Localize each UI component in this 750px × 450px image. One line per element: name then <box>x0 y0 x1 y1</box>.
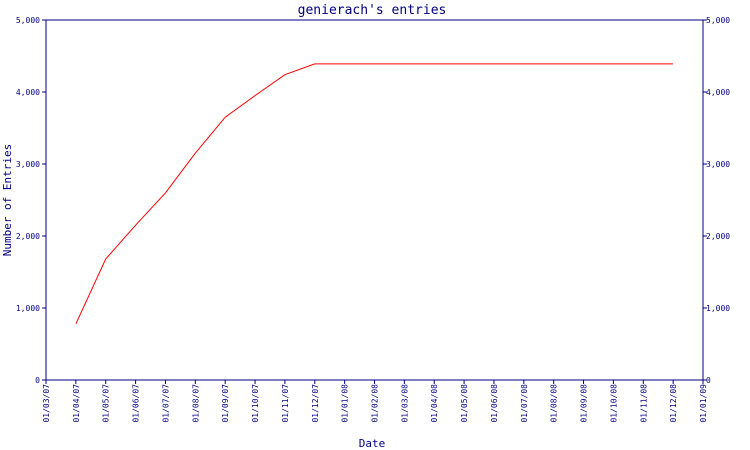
x-tick-label: 01/07/08 <box>520 384 529 423</box>
x-tick-label: 01/07/07 <box>161 384 170 423</box>
y-tick-label-right: 2,000 <box>706 232 730 241</box>
x-tick-label: 01/04/07 <box>72 384 81 423</box>
y-tick-label-left: 2,000 <box>16 232 40 241</box>
chart-title: genierach's entries <box>298 3 447 18</box>
x-tick-label: 01/06/08 <box>490 384 499 423</box>
x-tick-label: 01/05/07 <box>102 384 111 423</box>
x-tick-label: 01/11/08 <box>639 384 648 423</box>
x-tick-label: 01/01/08 <box>341 384 350 423</box>
y-tick-label-left: 1,000 <box>16 304 40 313</box>
x-tick-label: 01/10/08 <box>609 384 618 423</box>
x-tick-label: 01/09/07 <box>221 384 230 423</box>
x-tick-label: 01/02/08 <box>371 384 380 423</box>
x-tick-label: 01/01/09 <box>699 384 708 423</box>
x-tick-label: 01/03/08 <box>400 384 409 423</box>
x-tick-label: 01/05/08 <box>460 384 469 423</box>
x-tick-label: 01/12/07 <box>311 384 320 423</box>
x-tick-label: 01/08/07 <box>191 384 200 423</box>
y-tick-label-right: 4,000 <box>706 88 730 97</box>
x-tick-label: 01/08/08 <box>550 384 559 423</box>
y-tick-label-right: 3,000 <box>706 160 730 169</box>
x-tick-label: 01/10/07 <box>251 384 260 423</box>
y-tick-label-left: 5,000 <box>16 16 40 25</box>
x-tick-label: 01/12/08 <box>669 384 678 423</box>
y-tick-label-left: 4,000 <box>16 88 40 97</box>
series-line <box>75 63 674 325</box>
y-tick-label-left: 3,000 <box>16 160 40 169</box>
y-axis-label: Number of Entries <box>1 144 14 257</box>
x-tick-label: 01/04/08 <box>430 384 439 423</box>
x-tick-label: 01/03/07 <box>42 384 51 423</box>
x-tick-label: 01/06/07 <box>132 384 141 423</box>
y-tick-label-right: 5,000 <box>706 16 730 25</box>
y-tick-label-right: 1,000 <box>706 304 730 313</box>
y-tick-label-left: 0 <box>35 376 40 385</box>
x-tick-label: 01/11/07 <box>281 384 290 423</box>
x-axis-label: Date <box>359 437 386 450</box>
x-tick-label: 01/09/08 <box>580 384 589 423</box>
y-tick-label-right: 0 <box>706 376 711 385</box>
